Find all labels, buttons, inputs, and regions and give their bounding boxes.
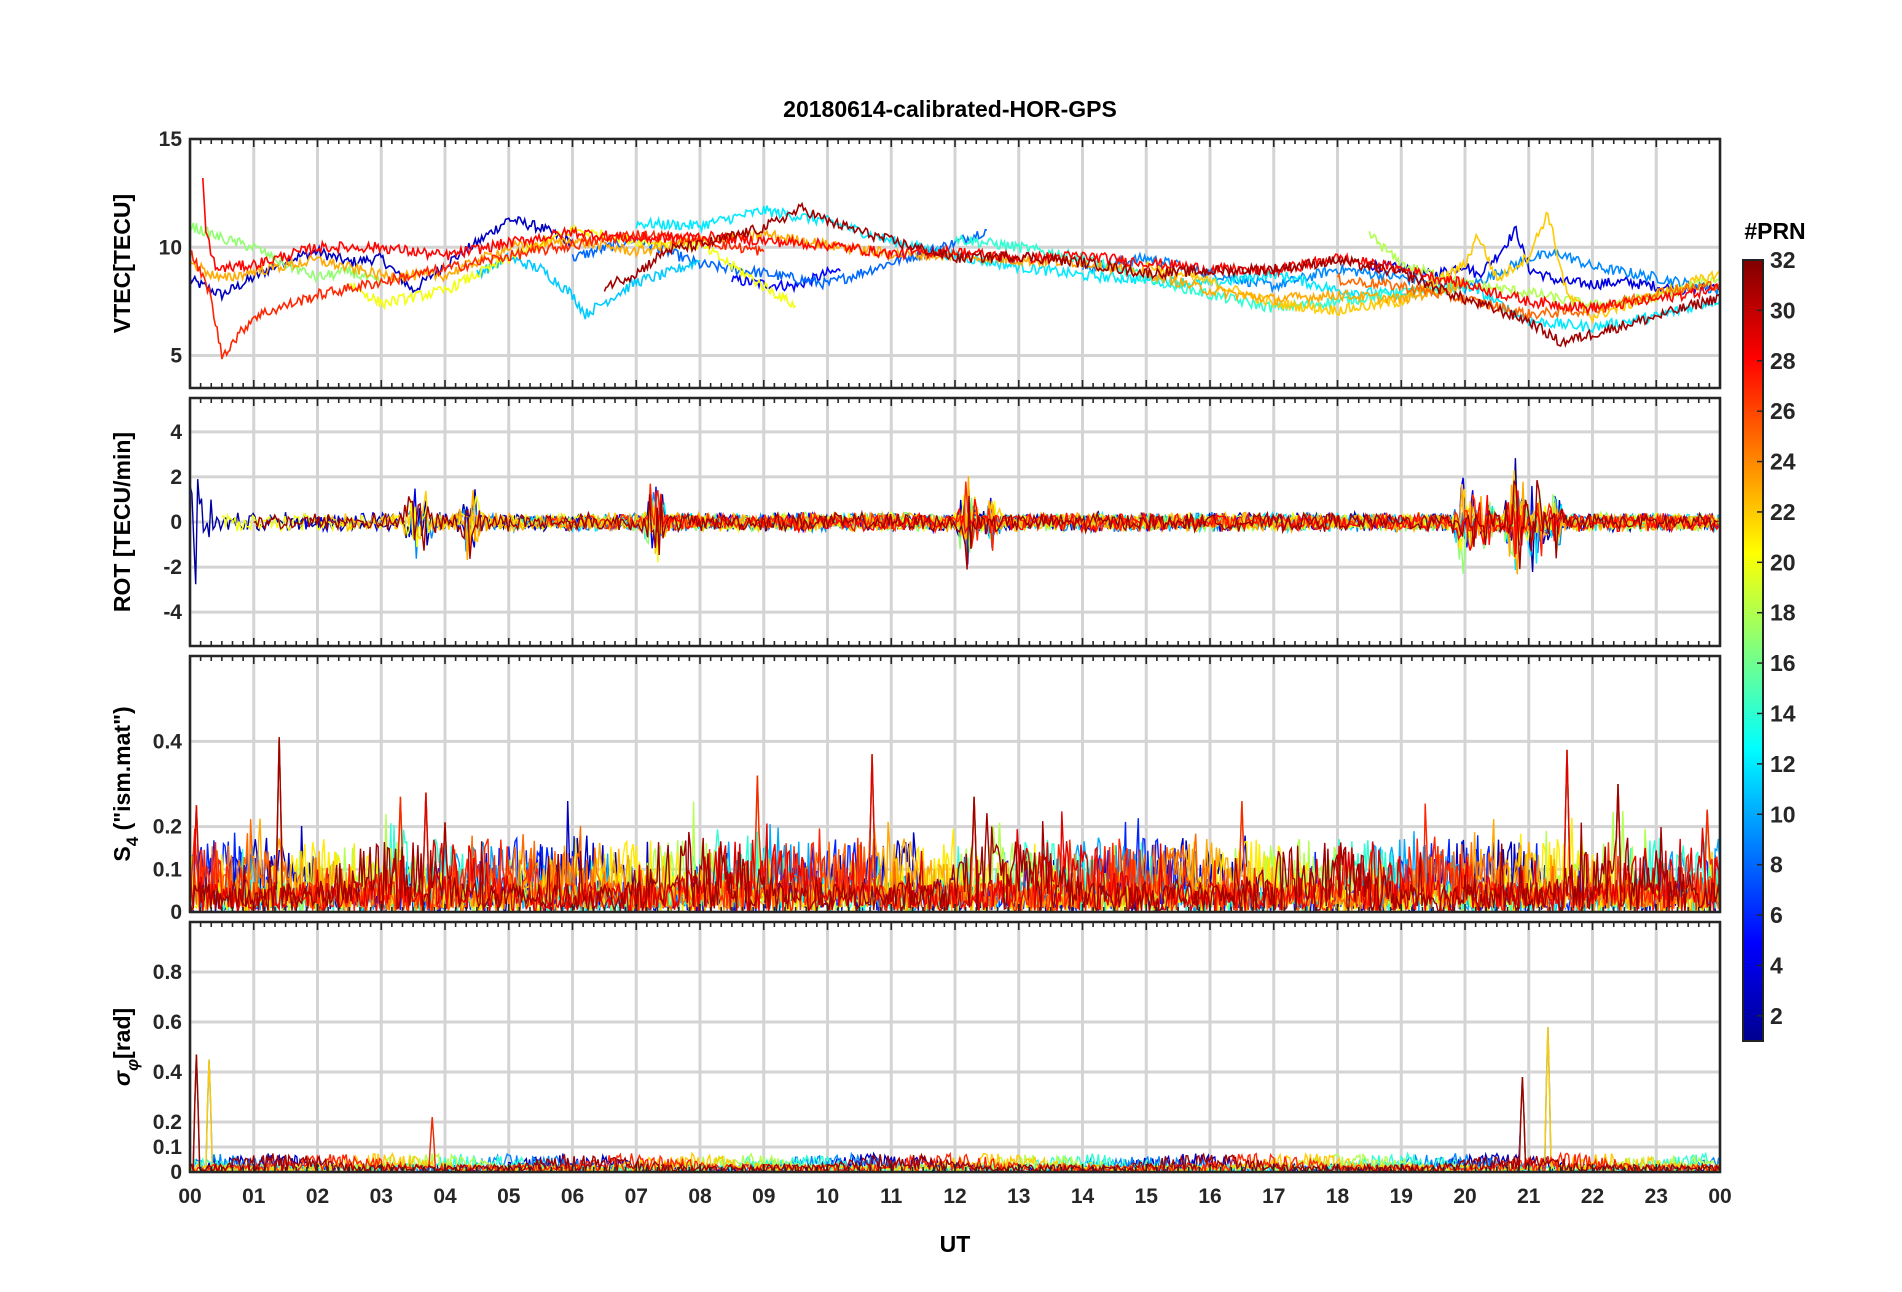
x-tick-label: 05 — [497, 1185, 521, 1208]
colorbar-tick-label: 12 — [1770, 751, 1796, 777]
y-axis-label: σφ[rad] — [109, 1008, 142, 1086]
series-line-prn-3 — [190, 215, 574, 303]
x-tick-label: 03 — [370, 1185, 393, 1208]
x-tick-label: 17 — [1262, 1185, 1285, 1208]
x-tick-label: 12 — [943, 1185, 966, 1208]
x-tick-label: 14 — [1071, 1185, 1095, 1208]
y-tick-label: -4 — [163, 601, 182, 624]
y-tick-label: 4 — [170, 421, 182, 444]
x-tick-label: 06 — [561, 1185, 584, 1208]
colorbar-tick-label: 16 — [1770, 650, 1796, 676]
panel-rot: -4 -2 0 2 4 ROT [TECU/min] — [109, 396, 1722, 648]
y-tick-label: -2 — [163, 556, 182, 579]
colorbar-tick-label: 8 — [1770, 852, 1783, 878]
panel-sigma: 00.10.2 0.4 0.6 0.8 σφ[rad] — [109, 920, 1722, 1184]
colorbar-tick-label: 10 — [1770, 801, 1796, 827]
colorbar-tick-label: 6 — [1770, 902, 1783, 928]
series-line-prn-11 — [476, 252, 701, 320]
y-tick-label: 0 — [170, 511, 182, 534]
y-axis-label: S4 ("ism.mat") — [109, 706, 142, 861]
x-tick-label: 07 — [625, 1185, 648, 1208]
x-tick-label: 22 — [1581, 1185, 1604, 1208]
colorbar-tick-label: 26 — [1770, 398, 1796, 424]
y-axis-label: ROT [TECU/min] — [109, 432, 135, 612]
x-tick-label: 23 — [1645, 1185, 1668, 1208]
y-tick-label: 0.2 — [153, 816, 182, 839]
x-tick-label: 20 — [1453, 1185, 1476, 1208]
x-tick-label: 19 — [1390, 1185, 1413, 1208]
colorbar-label: #PRN — [1744, 218, 1805, 244]
colorbar-tick-label: 14 — [1770, 700, 1796, 726]
y-tick-label: 0 — [170, 1161, 182, 1184]
y-tick-label: 0.8 — [153, 961, 183, 984]
x-axis-label: UT — [940, 1231, 971, 1257]
y-tick-label: 0.4 — [153, 1061, 183, 1084]
series-line-prn-31 — [603, 201, 1720, 348]
colorbar-tick-label: 22 — [1770, 499, 1796, 525]
colorbar-tick-label: 2 — [1770, 1003, 1783, 1029]
series-group — [190, 177, 1720, 360]
y-axis-label: VTEC[TECU] — [109, 194, 135, 333]
series-line-prn-17 — [190, 222, 382, 285]
panel-vtec: 5 10 15 VTEC[TECU] — [109, 128, 1722, 390]
colorbar-tick-label: 30 — [1770, 297, 1796, 323]
x-tick-label: 18 — [1326, 1185, 1350, 1208]
series-line-prn-28 — [202, 177, 1720, 315]
y-tick-label: 10 — [159, 236, 182, 259]
colorbar-tick-label: 18 — [1770, 600, 1796, 626]
colorbar-tick-label: 24 — [1770, 449, 1796, 475]
x-tick-label: 13 — [1007, 1185, 1030, 1208]
x-tick-label: 08 — [688, 1185, 712, 1208]
colorbar-tick-label: 32 — [1770, 247, 1796, 273]
x-tick-label: 09 — [752, 1185, 775, 1208]
x-tick-label: 15 — [1135, 1185, 1159, 1208]
x-tick-label: 11 — [880, 1185, 903, 1208]
colorbar-gradient — [1742, 259, 1764, 1042]
x-tick-label: 04 — [433, 1185, 457, 1208]
y-tick-label: 0 — [170, 901, 182, 924]
colorbar-tick-label: 20 — [1770, 549, 1796, 575]
chart-title: 20180614-calibrated-HOR-GPS — [783, 96, 1117, 122]
x-tick-label: 00 — [178, 1185, 201, 1208]
y-tick-label: 5 — [170, 345, 182, 368]
y-tick-label: 2 — [170, 466, 182, 489]
x-tick-label: 02 — [306, 1185, 329, 1208]
series-line-prn-5 — [731, 265, 841, 294]
series-line-prn-31 — [190, 737, 1720, 912]
y-tick-label: 0.4 — [153, 730, 183, 753]
series-line-prn-27 — [190, 229, 765, 360]
series-group — [190, 737, 1720, 912]
colorbar-tick-label: 4 — [1770, 952, 1783, 978]
x-tick-label: 16 — [1198, 1185, 1221, 1208]
x-tick-label: 21 — [1517, 1185, 1541, 1208]
x-tick-label: 00 — [1708, 1185, 1731, 1208]
colorbar-tick-label: 28 — [1770, 348, 1796, 374]
y-tick-label: 0.1 — [153, 1136, 183, 1159]
y-tick-label: 0.6 — [153, 1011, 182, 1034]
y-tick-label: 0.2 — [153, 1111, 182, 1134]
series-line-prn-31 — [253, 479, 1719, 570]
series-line-prn-14 — [954, 234, 1466, 313]
panel-s4: 0 0.1 0.2 0.4 S4 ("ism.mat") — [109, 654, 1722, 924]
y-tick-label: 15 — [159, 128, 183, 151]
x-tick-label: 10 — [816, 1185, 839, 1208]
series-group — [190, 458, 1720, 585]
x-tick-label: 01 — [242, 1185, 266, 1208]
y-tick-label: 0.1 — [153, 858, 183, 881]
